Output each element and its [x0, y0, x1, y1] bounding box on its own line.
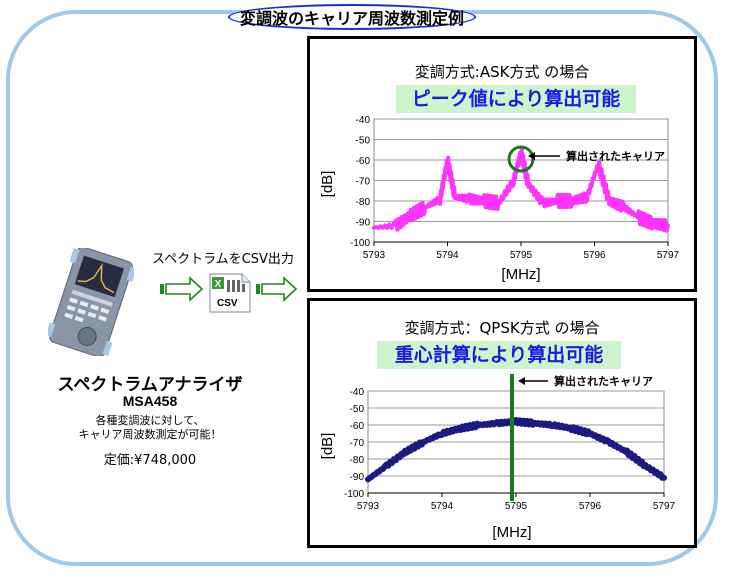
svg-text:-60: -60 — [350, 421, 365, 432]
right-arrow-icon — [256, 276, 298, 302]
ask-ylabel: [dB] — [319, 171, 336, 198]
qpsk-headline: 重心計算により算出可能 — [377, 341, 621, 369]
svg-text:5797: 5797 — [653, 501, 676, 512]
product-desc-line1: 各種変調波に対して、 — [95, 414, 205, 427]
qpsk-subtitle: 変調方式：QPSK方式 の場合 — [404, 319, 600, 337]
ask-xlabel: [MHz] — [501, 266, 540, 283]
svg-text:-50: -50 — [356, 136, 371, 147]
svg-text:5795: 5795 — [510, 250, 533, 261]
spectrum-analyzer-device-image — [48, 248, 134, 356]
csv-icon-label: CSV — [217, 298, 238, 309]
ask-headline: ピーク値により算出可能 — [396, 85, 636, 113]
svg-text:-80: -80 — [356, 197, 371, 208]
svg-text:X: X — [215, 279, 222, 290]
svg-text:-50: -50 — [350, 404, 365, 415]
svg-text:5793: 5793 — [363, 250, 386, 261]
left-arrow-icon — [528, 152, 560, 160]
csv-flow-diagram: X — [160, 273, 298, 313]
qpsk-xlabel: [MHz] — [492, 524, 531, 541]
svg-text:5796: 5796 — [579, 501, 602, 512]
svg-text:-40: -40 — [350, 387, 365, 398]
svg-text:5793: 5793 — [357, 501, 380, 512]
csv-file-icon: X — [209, 273, 251, 313]
svg-text:-70: -70 — [356, 177, 371, 188]
product-desc-line2: キャリア周波数測定が可能！ — [78, 428, 222, 441]
svg-text:-60: -60 — [356, 156, 371, 167]
right-arrow-icon — [160, 276, 204, 302]
svg-text:-100: -100 — [350, 238, 370, 249]
carrier-highlight-circle — [507, 145, 535, 173]
qpsk-ylabel: [dB] — [319, 433, 336, 460]
svg-text:5794: 5794 — [431, 501, 454, 512]
svg-text:-80: -80 — [350, 455, 365, 466]
ask-subtitle: 変調方式:ASK方式 の場合 — [414, 63, 590, 81]
qpsk-chart-panel: 変調方式：QPSK方式 の場合 重心計算により算出可能 -40 -50 -60 -70… — [307, 298, 697, 548]
page-title: 変調波のキャリア周波数測定例 — [228, 4, 476, 30]
qpsk-annotation: 算出されたキャリア — [553, 374, 653, 388]
ask-annotation: 算出されたキャリア — [565, 149, 665, 163]
svg-text:-100: -100 — [344, 489, 364, 500]
svg-text:-70: -70 — [350, 438, 365, 449]
svg-text:5796: 5796 — [583, 250, 606, 261]
left-arrow-icon — [518, 377, 548, 385]
svg-text:-90: -90 — [356, 218, 371, 229]
svg-text:5797: 5797 — [657, 250, 680, 261]
product-model: MSA458 — [122, 393, 178, 409]
svg-text:-40: -40 — [356, 115, 371, 126]
ask-chart-panel: 変調方式:ASK方式 の場合 ピーク値により算出可能 -40 -50 -60 -70-… — [307, 36, 697, 292]
product-name: スペクトラムアナライザ — [57, 375, 243, 395]
svg-text:-90: -90 — [350, 472, 365, 483]
csv-export-label: スペクトラムをCSV出力 — [152, 252, 294, 267]
svg-text:5794: 5794 — [436, 250, 459, 261]
product-price: 定価:¥748,000 — [103, 453, 197, 468]
svg-text:5795: 5795 — [505, 501, 528, 512]
